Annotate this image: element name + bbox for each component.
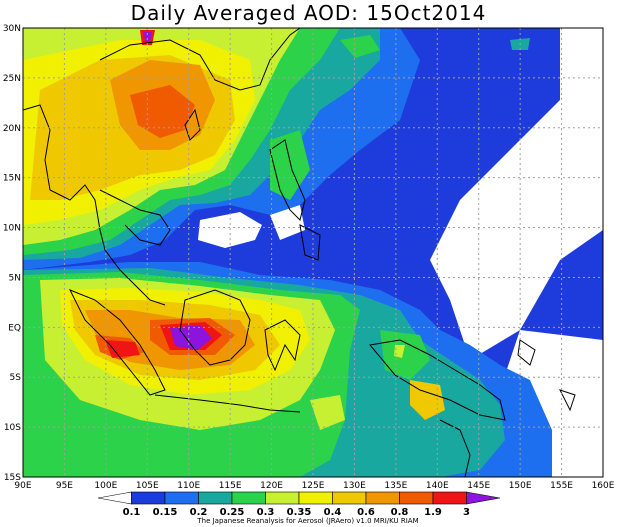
- colorbar-swatch: [131, 491, 166, 505]
- colorbar-swatch: [198, 491, 233, 505]
- map-frame: [22, 27, 604, 478]
- colorbar-swatch: [432, 491, 467, 505]
- credit-text: The Japanese Reanalysis for Aerosol (JRA…: [196, 517, 418, 525]
- lon-label: 160E: [592, 481, 615, 491]
- lat-label: 30N: [3, 24, 21, 34]
- colorbar-swatch: [298, 491, 333, 505]
- colorbar-label: 0.2: [190, 507, 208, 518]
- lon-label: 100E: [94, 481, 117, 491]
- lat-label: 15N: [3, 174, 21, 184]
- lon-label: 130E: [343, 481, 366, 491]
- lat-label: 15S: [4, 473, 21, 483]
- colorbar-label: 0.15: [153, 507, 178, 518]
- aod-field: [23, 28, 603, 477]
- colorbar-swatch: [399, 491, 434, 505]
- colorbar-swatch: [97, 491, 132, 505]
- colorbar-label: 0.4: [324, 507, 342, 518]
- longitude-labels: 90E 95E 100E 105E 110E 115E 120E 125E 130E 135E 14…: [14, 481, 614, 491]
- colorbar-swatch: [231, 491, 266, 505]
- lon-label: 110E: [177, 481, 200, 491]
- colorbar-swatch: [332, 491, 367, 505]
- colorbar-swatch: [265, 491, 300, 505]
- coastlines: [23, 28, 576, 477]
- lat-label: EQ: [8, 323, 21, 333]
- colorbar-label: 0.25: [220, 507, 245, 518]
- latitude-labels: 30N 25N 20N 15N 10N 5N EQ 5S 10S 15S: [3, 24, 21, 483]
- colorbar-label: 0.3: [257, 507, 275, 518]
- lat-label: 10S: [4, 423, 21, 433]
- lon-label: 150E: [509, 481, 532, 491]
- lat-label: 25N: [3, 74, 21, 84]
- colorbar-swatch: [164, 491, 199, 505]
- lat-label: 10N: [3, 224, 21, 234]
- lon-label: 155E: [550, 481, 573, 491]
- colorbar-label: 3: [463, 507, 470, 518]
- lon-label: 120E: [260, 481, 283, 491]
- colorbar-label: 0.1: [123, 507, 141, 518]
- map-title: Daily Averaged AOD: 15Oct2014: [130, 1, 487, 25]
- colorbar-label: 0.8: [391, 507, 409, 518]
- colorbar: [97, 491, 501, 505]
- colorbar-swatch: [466, 491, 501, 505]
- lon-label: 135E: [384, 481, 407, 491]
- lon-label: 115E: [219, 481, 242, 491]
- lon-label: 140E: [426, 481, 449, 491]
- colorbar-labels: 0.1 0.15 0.2 0.25 0.3 0.35 0.4 0.6 0.8 1.9 3: [123, 507, 470, 518]
- colorbar-label: 0.6: [357, 507, 375, 518]
- lat-label: 5N: [9, 273, 21, 283]
- gridlines: [23, 28, 603, 477]
- lon-label: 90E: [14, 481, 31, 491]
- lat-label: 20N: [3, 124, 21, 134]
- lon-label: 105E: [136, 481, 159, 491]
- lon-label: 95E: [56, 481, 73, 491]
- colorbar-label: 1.9: [424, 507, 442, 518]
- lat-label: 5S: [10, 373, 22, 383]
- colorbar-swatch: [365, 491, 400, 505]
- colorbar-label: 0.35: [287, 507, 312, 518]
- lon-label: 125E: [302, 481, 325, 491]
- lon-label: 145E: [467, 481, 490, 491]
